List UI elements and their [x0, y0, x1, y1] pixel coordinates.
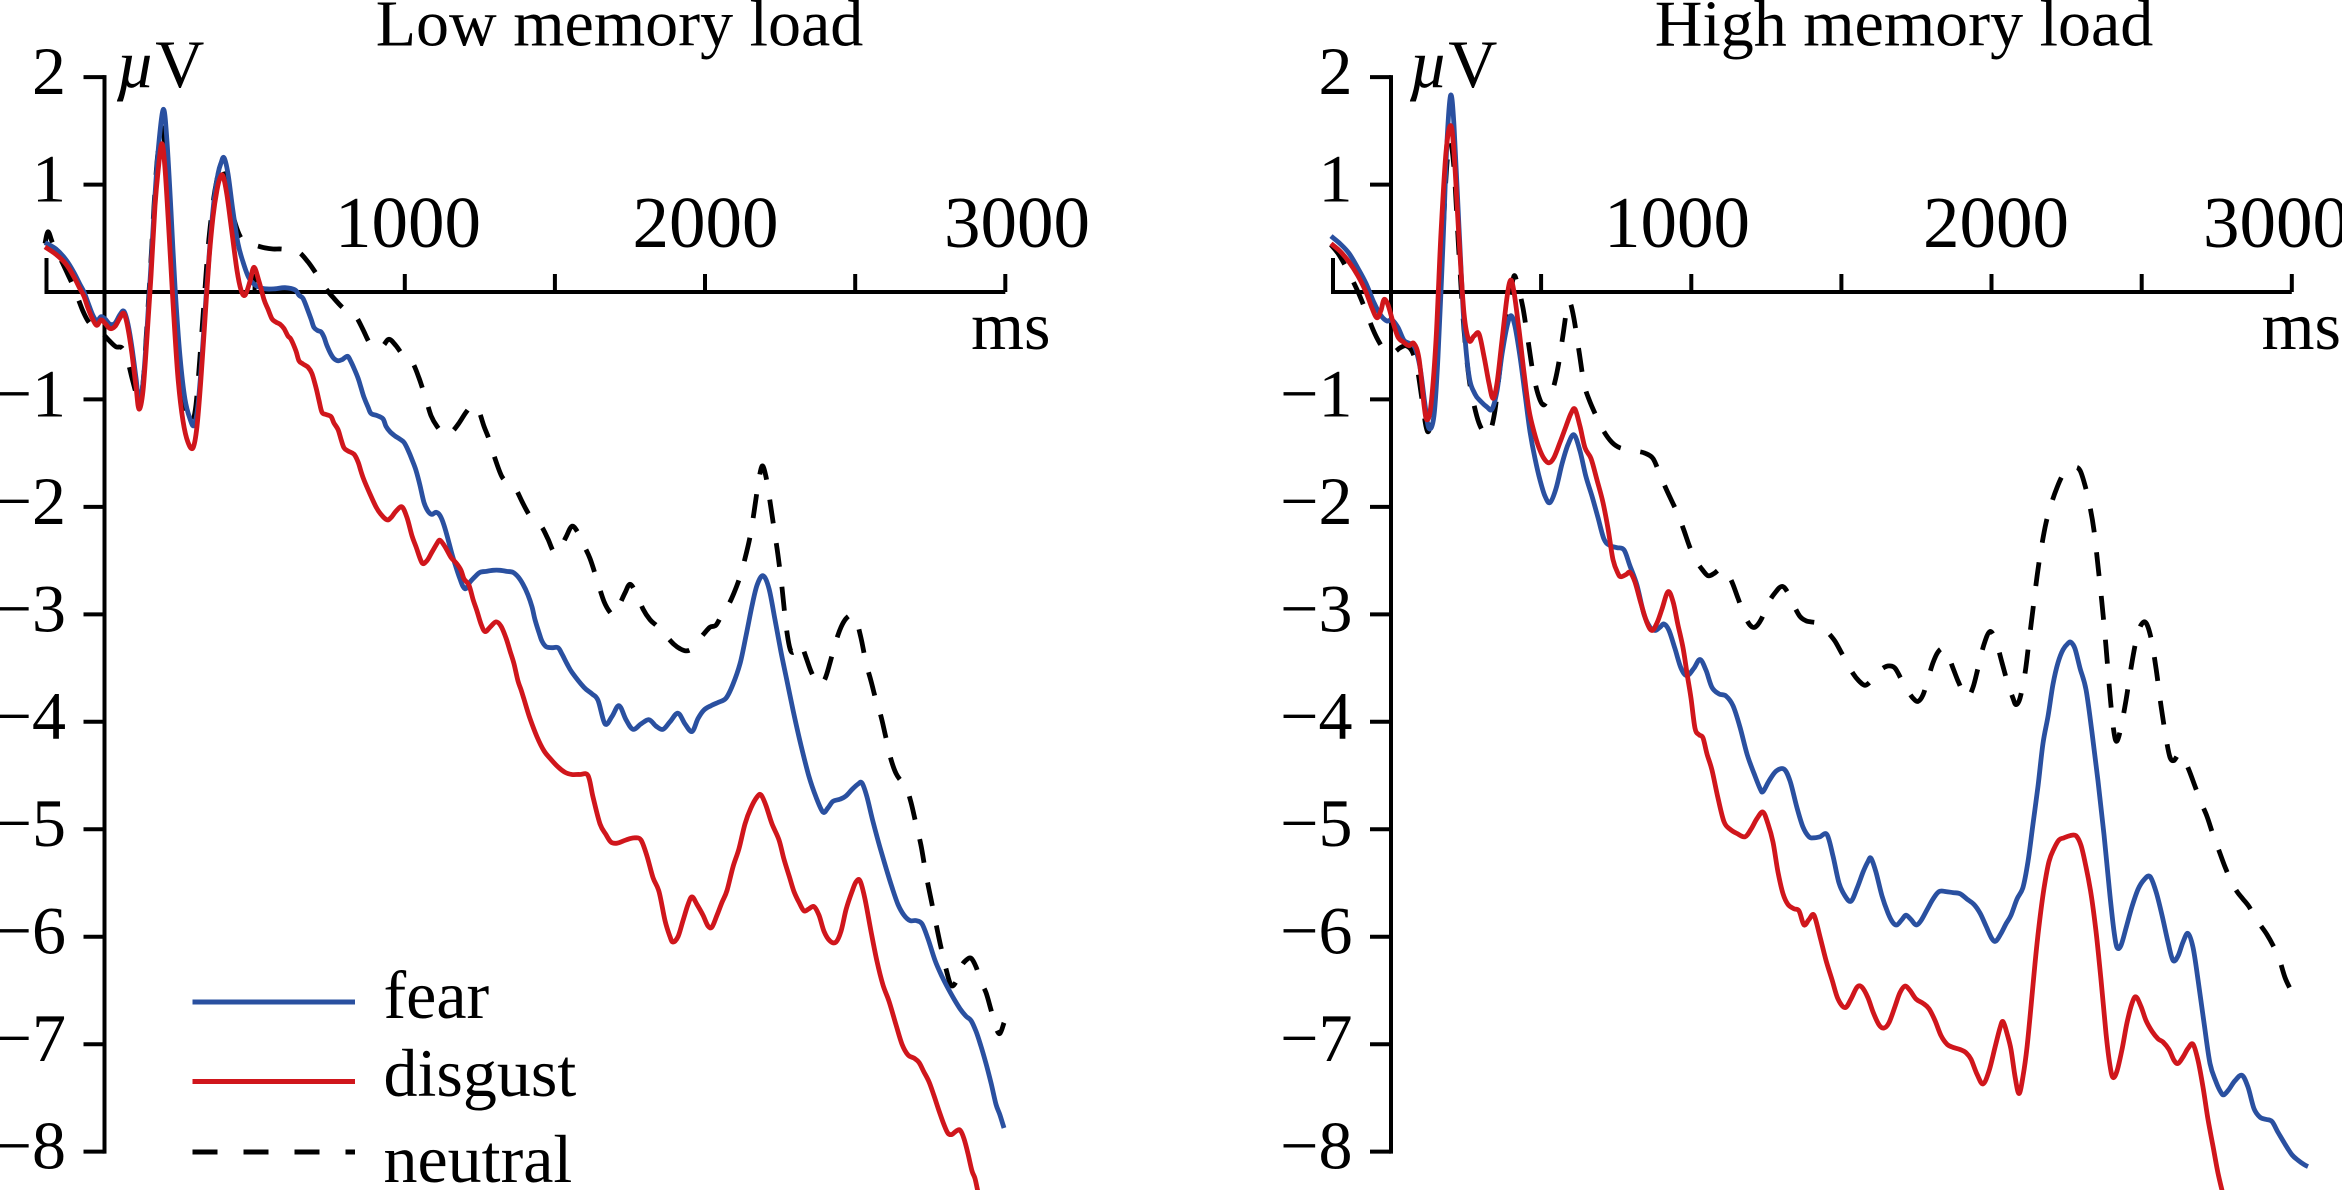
svg-text:−7: −7 — [1280, 1000, 1352, 1076]
svg-text:−5: −5 — [0, 785, 66, 861]
svg-text:−2: −2 — [0, 463, 66, 539]
svg-text:−3: −3 — [0, 570, 66, 646]
svg-text:1: 1 — [32, 141, 66, 217]
svg-text:µV: µV — [1409, 26, 1497, 102]
svg-text:3000: 3000 — [944, 182, 1090, 263]
svg-text:−4: −4 — [1280, 678, 1352, 754]
svg-text:Low memory load: Low memory load — [376, 0, 864, 61]
svg-text:ms: ms — [2262, 288, 2341, 364]
svg-text:disgust: disgust — [384, 1035, 577, 1111]
svg-text:1000: 1000 — [1604, 182, 1750, 263]
svg-text:−7: −7 — [0, 1000, 66, 1076]
svg-text:2: 2 — [32, 33, 66, 109]
svg-text:−5: −5 — [1280, 785, 1352, 861]
svg-text:−6: −6 — [0, 893, 66, 969]
svg-text:µV: µV — [116, 26, 204, 102]
svg-text:fear: fear — [384, 957, 490, 1033]
svg-text:1: 1 — [1319, 141, 1353, 217]
svg-text:−2: −2 — [1280, 463, 1352, 539]
svg-text:2000: 2000 — [1923, 182, 2069, 263]
svg-text:−1: −1 — [1280, 355, 1352, 431]
svg-text:−8: −8 — [0, 1108, 66, 1184]
svg-text:−8: −8 — [1280, 1108, 1352, 1184]
svg-text:neutral: neutral — [384, 1121, 573, 1190]
svg-text:3000: 3000 — [2203, 182, 2342, 263]
svg-text:High memory load: High memory load — [1655, 0, 2154, 61]
svg-text:−1: −1 — [0, 355, 66, 431]
svg-text:−3: −3 — [1280, 570, 1352, 646]
svg-text:ms: ms — [971, 288, 1050, 364]
svg-text:2: 2 — [1319, 33, 1353, 109]
svg-text:2000: 2000 — [633, 182, 779, 263]
svg-text:−6: −6 — [1280, 893, 1352, 969]
svg-text:−4: −4 — [0, 678, 66, 754]
svg-text:1000: 1000 — [335, 182, 481, 263]
